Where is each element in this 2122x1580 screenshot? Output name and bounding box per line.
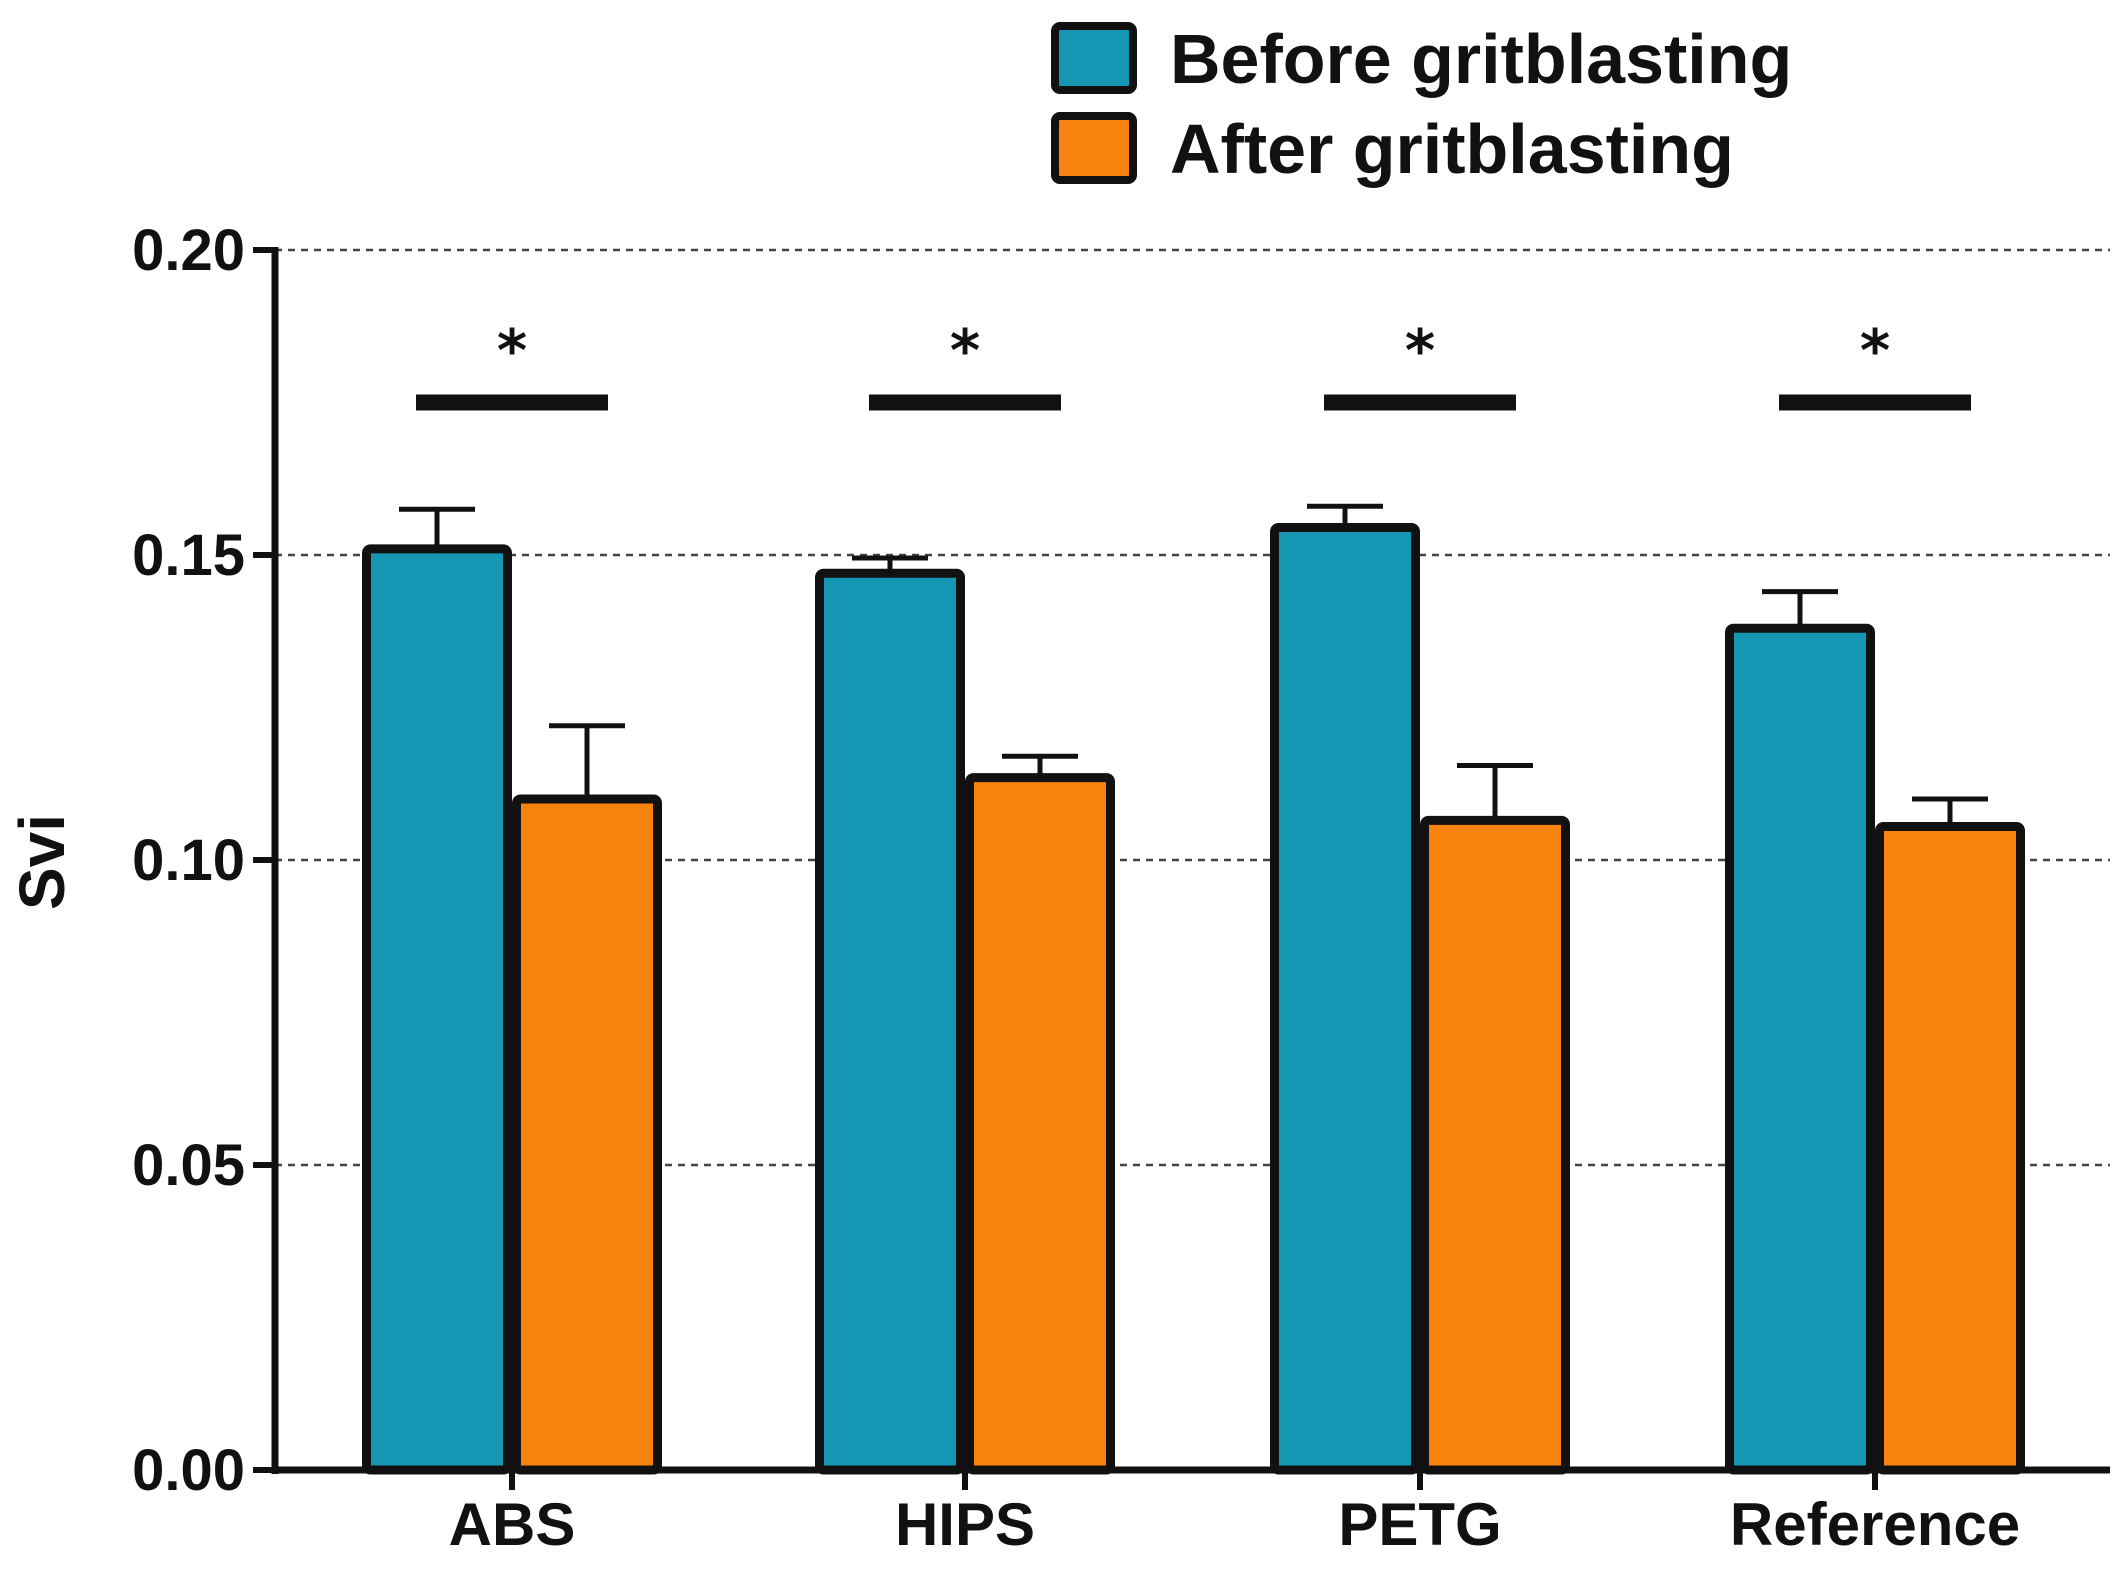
x-tick-label: ABS [449,1491,576,1558]
bar-petg-before [1270,523,1420,1475]
significance-markers: * * * * [416,317,1971,411]
bar-abs-after [512,794,662,1475]
x-tick-label: HIPS [895,1491,1035,1558]
significance-star: * [1860,317,1890,385]
significance-star: * [497,317,527,385]
y-axis-title: Svi [6,814,78,910]
bar-petg-after [1420,815,1570,1475]
y-tick-label: 0.15 [132,523,245,588]
significance-bar [869,394,1061,411]
legend-swatch-before [1051,22,1137,94]
x-tick-label: Reference [1730,1491,2020,1558]
axes [253,247,2110,1490]
legend-label-before: Before gritblasting [1170,20,1792,98]
bar-hips-before [815,568,965,1475]
significance-bar [416,394,608,411]
labels: Svi 0.00 0.05 0.10 0.15 0.20 ABS HIPS PETG Refer… [6,218,2020,1558]
legend: Before gritblasting After gritblasting [1051,20,1792,188]
legend-swatch-after [1051,112,1137,184]
x-tick-label: PETG [1338,1491,1501,1558]
y-tick-label: 0.00 [132,1438,245,1503]
significance-star: * [1405,317,1435,385]
bar-hips-after [965,773,1115,1475]
significance-star: * [950,317,980,385]
bar-reference-before [1725,623,1875,1475]
y-tick-label: 0.05 [132,1133,245,1198]
bars [362,503,2025,1475]
legend-label-after: After gritblasting [1170,110,1734,188]
significance-bar [1324,394,1516,411]
bar-reference-after [1875,821,2025,1475]
bar-abs-before [362,544,512,1475]
y-tick-label: 0.10 [132,828,245,893]
y-tick-label: 0.20 [132,218,245,283]
significance-bar [1779,394,1971,411]
